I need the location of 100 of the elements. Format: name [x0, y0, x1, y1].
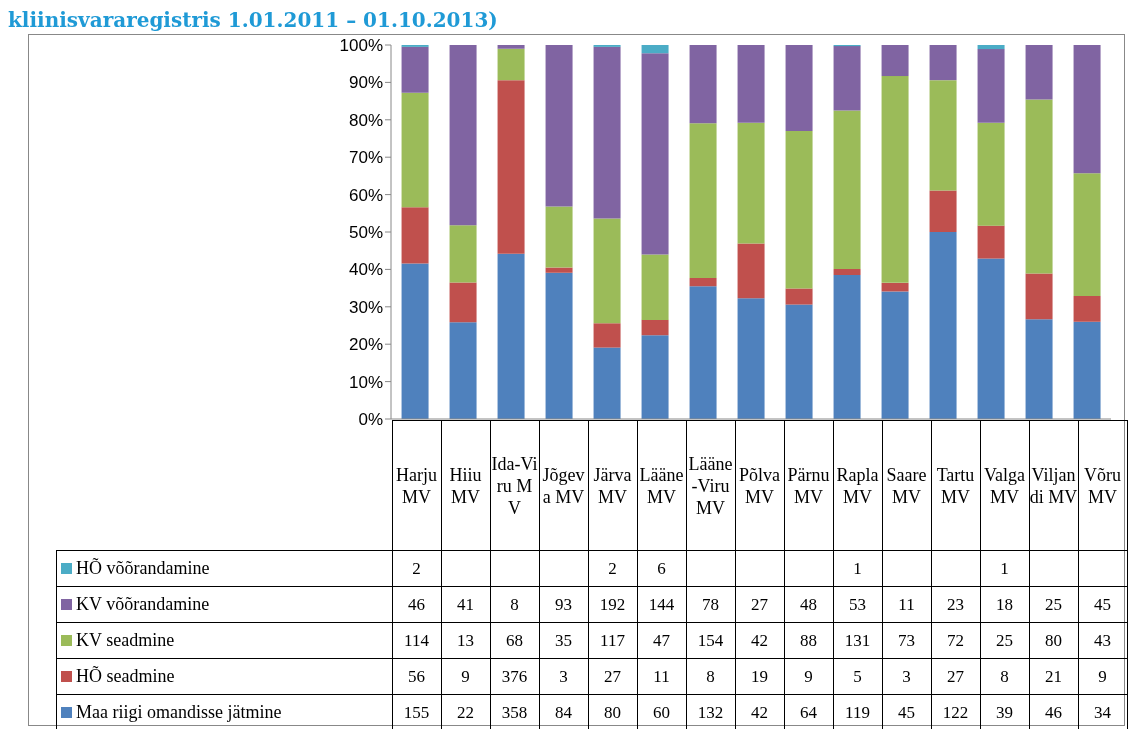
- text: 35: [539, 622, 588, 659]
- bar: [641, 254, 669, 320]
- bar: [929, 45, 957, 81]
- text: 42: [735, 694, 784, 729]
- text: 5: [833, 658, 882, 695]
- bar: [785, 304, 813, 419]
- bar: [497, 80, 525, 254]
- y-tick-label: 70%: [348, 148, 383, 168]
- text: 144: [637, 586, 686, 623]
- text: 27: [735, 586, 784, 623]
- text: 41: [441, 586, 490, 623]
- bar: [497, 45, 525, 49]
- text: 43: [1078, 622, 1127, 659]
- bar: [641, 319, 669, 336]
- text: 21: [1029, 658, 1078, 695]
- bar: [545, 45, 573, 207]
- bar: [1025, 273, 1053, 320]
- bar: [593, 323, 621, 348]
- bar: [977, 122, 1005, 226]
- text: 9: [441, 658, 490, 695]
- x-tick-label: Järva MV: [588, 420, 637, 551]
- bar: [1073, 321, 1101, 419]
- text: 122: [931, 694, 980, 729]
- x-tick-label: Viljandi MV: [1029, 420, 1078, 551]
- x-tick-label: Võru MV: [1078, 420, 1127, 551]
- bar: [833, 46, 861, 111]
- text: 45: [1078, 586, 1127, 623]
- bar: [545, 206, 573, 268]
- text: 155: [392, 694, 441, 729]
- text: 3: [539, 658, 588, 695]
- bar: [593, 347, 621, 419]
- y-tick-label: 60%: [348, 185, 383, 205]
- text: 27: [931, 658, 980, 695]
- y-tick-label: 40%: [348, 260, 383, 280]
- bar: [593, 46, 621, 219]
- text: 23: [931, 586, 980, 623]
- bar: [641, 53, 669, 255]
- text: 3: [882, 658, 931, 695]
- text: 72: [931, 622, 980, 659]
- chart-title: kliinisvararegistris 1.01.2011 – 01.10.2013): [8, 8, 499, 34]
- text: 19: [735, 658, 784, 695]
- text: 64: [784, 694, 833, 729]
- bar: [977, 258, 1005, 419]
- bar: [833, 275, 861, 419]
- bar: [449, 282, 477, 323]
- legend-label: HÕ võõrandamine: [56, 550, 392, 587]
- legend-label: KV võõrandamine: [56, 586, 392, 623]
- text: 2: [392, 550, 441, 587]
- text: 42: [735, 622, 784, 659]
- bar: [1025, 319, 1053, 419]
- legend-label: HÕ seadmine: [56, 658, 392, 695]
- bar: [737, 243, 765, 299]
- text: 8: [980, 658, 1029, 695]
- y-tick-label: 20%: [348, 335, 383, 355]
- text: 25: [1029, 586, 1078, 623]
- text: 68: [490, 622, 539, 659]
- bar: [881, 282, 909, 292]
- bar: [785, 288, 813, 305]
- bar: [593, 218, 621, 324]
- text: 192: [588, 586, 637, 623]
- text: 45: [882, 694, 931, 729]
- bar: [497, 48, 525, 81]
- bar: [881, 76, 909, 283]
- bar: [833, 269, 861, 276]
- x-tick-label: Hiiu MV: [441, 420, 490, 551]
- bar: [689, 286, 717, 419]
- x-tick-label: Lääne-Viru MV: [686, 420, 735, 551]
- text: 80: [1029, 622, 1078, 659]
- bar: [401, 263, 429, 419]
- text: 27: [588, 658, 637, 695]
- text: 8: [490, 586, 539, 623]
- bar: [737, 122, 765, 244]
- bar: [737, 45, 765, 123]
- text: 48: [784, 586, 833, 623]
- bar: [689, 123, 717, 278]
- text: 53: [833, 586, 882, 623]
- bar: [1025, 99, 1053, 274]
- text: 34: [1078, 694, 1127, 729]
- bar: [1025, 45, 1053, 100]
- text: 18: [980, 586, 1029, 623]
- bar: [449, 322, 477, 419]
- bar: [785, 131, 813, 289]
- bar: [689, 278, 717, 287]
- bar: [1073, 173, 1101, 296]
- text: 376: [490, 658, 539, 695]
- text: 11: [882, 586, 931, 623]
- bar: [497, 253, 525, 419]
- text: 6: [637, 550, 686, 587]
- bar: [785, 45, 813, 132]
- text: 154: [686, 622, 735, 659]
- bar: [401, 207, 429, 264]
- x-tick-label: Lääne MV: [637, 420, 686, 551]
- bar: [449, 45, 477, 226]
- bar: [737, 298, 765, 419]
- bar: [1073, 45, 1101, 174]
- text: 1: [980, 550, 1029, 587]
- text: 132: [686, 694, 735, 729]
- y-tick-label: 0%: [358, 410, 383, 430]
- x-tick-label: Ida-Viru MV: [490, 420, 539, 551]
- text: 13: [441, 622, 490, 659]
